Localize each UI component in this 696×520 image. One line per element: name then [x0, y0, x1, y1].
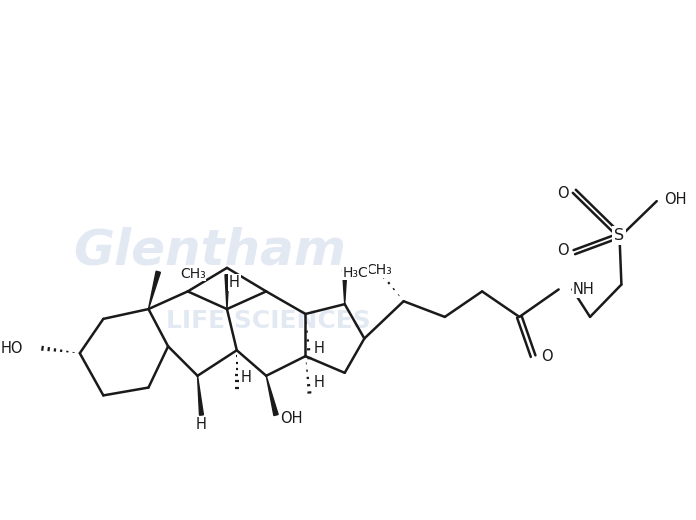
Text: H₃C: H₃C — [342, 266, 368, 280]
Text: CH₃: CH₃ — [366, 263, 392, 277]
Text: OH: OH — [280, 411, 303, 426]
Polygon shape — [342, 270, 347, 304]
Text: H: H — [313, 375, 324, 390]
Polygon shape — [148, 271, 160, 309]
Text: O: O — [557, 186, 569, 201]
Polygon shape — [266, 376, 278, 415]
Text: H: H — [196, 418, 207, 432]
Text: NH: NH — [572, 282, 594, 297]
Text: H: H — [241, 370, 251, 385]
Text: O: O — [557, 243, 569, 258]
Text: H: H — [313, 341, 324, 356]
Text: O: O — [541, 349, 553, 363]
Polygon shape — [198, 376, 203, 415]
Polygon shape — [225, 275, 229, 309]
Text: LIFE SCIENCES: LIFE SCIENCES — [166, 309, 370, 333]
Text: CH₃: CH₃ — [180, 267, 205, 281]
Text: HO: HO — [1, 341, 23, 356]
Text: OH: OH — [665, 192, 687, 206]
Text: S: S — [615, 228, 624, 243]
Text: Glentham: Glentham — [73, 226, 346, 274]
Text: H: H — [229, 275, 240, 290]
